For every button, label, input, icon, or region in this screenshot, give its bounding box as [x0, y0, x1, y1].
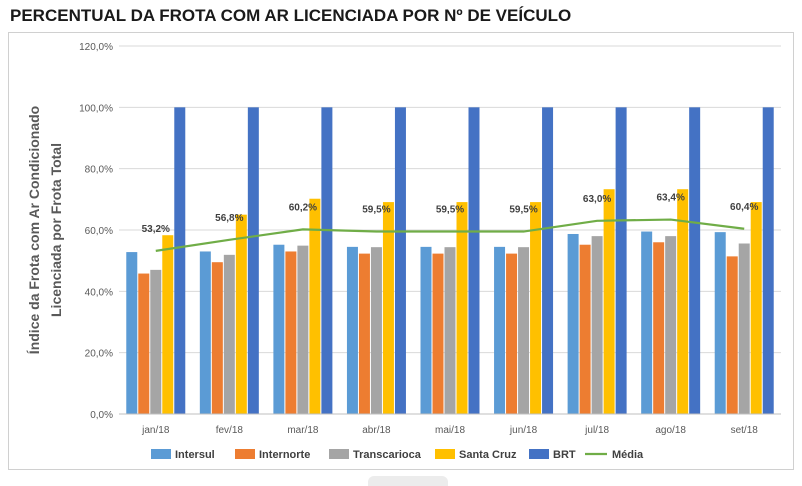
media-data-label: 60,4%	[730, 202, 758, 213]
x-tick-label: jul/18	[584, 425, 609, 436]
bar-internorte	[726, 256, 738, 414]
x-tick-label: abr/18	[362, 425, 391, 436]
bar-santa-cruz	[750, 202, 762, 414]
x-tick-label: mar/18	[287, 425, 319, 436]
media-data-label: 56,8%	[215, 213, 243, 224]
bar-internorte	[138, 273, 150, 414]
bar-santa-cruz	[456, 202, 468, 414]
legend-swatch	[151, 449, 171, 459]
legend-label: Transcarioca	[353, 449, 422, 461]
bar-intersul	[273, 244, 285, 414]
x-tick-label: ago/18	[655, 425, 686, 436]
bar-brt	[689, 107, 701, 414]
bar-intersul	[420, 246, 432, 414]
bar-santa-cruz	[382, 202, 394, 414]
bar-santa-cruz	[309, 198, 321, 414]
media-data-label: 59,5%	[436, 205, 464, 216]
bar-internorte	[432, 253, 444, 414]
y-tick-label: 40,0%	[85, 287, 113, 298]
bar-internorte	[285, 251, 297, 414]
bar-internorte	[506, 253, 518, 414]
bar-transcarioca	[738, 243, 750, 414]
legend-label: Média	[612, 449, 644, 461]
bar-intersul	[346, 246, 358, 414]
bar-intersul	[714, 232, 726, 414]
y-tick-label: 20,0%	[85, 349, 113, 360]
bar-transcarioca	[591, 236, 603, 414]
legend-label: Intersul	[175, 449, 215, 461]
y-tick-label: 80,0%	[85, 165, 113, 176]
legend-swatch	[329, 449, 349, 459]
bar-intersul	[126, 252, 138, 414]
bar-intersul	[567, 233, 579, 414]
bar-transcarioca	[297, 245, 309, 414]
bar-internorte	[211, 262, 223, 414]
legend-label: Internorte	[259, 449, 310, 461]
bar-brt	[542, 107, 554, 414]
bar-brt	[321, 107, 333, 414]
y-tick-label: 100,0%	[79, 103, 113, 114]
x-tick-label: jun/18	[509, 425, 538, 436]
legend-label: BRT	[553, 449, 576, 461]
bar-intersul	[641, 231, 653, 414]
bar-brt	[394, 107, 406, 414]
bar-transcarioca	[444, 247, 456, 414]
bar-transcarioca	[665, 236, 677, 414]
y-tick-label: 60,0%	[85, 226, 113, 237]
media-data-label: 63,0%	[583, 194, 611, 205]
legend-swatch	[435, 449, 455, 459]
y-axis-title: Índice da Frota com Ar Condicionado	[26, 106, 42, 354]
x-tick-label: mai/18	[435, 425, 465, 436]
bar-santa-cruz	[235, 214, 247, 414]
bar-brt	[615, 107, 627, 414]
legend-swatch	[235, 449, 255, 459]
bar-intersul	[199, 251, 211, 414]
bar-santa-cruz	[162, 235, 174, 414]
x-tick-label: jan/18	[141, 425, 170, 436]
chart-title: PERCENTUAL DA FROTA COM AR LICENCIADA PO…	[10, 6, 572, 25]
legend-swatch	[529, 449, 549, 459]
bar-internorte	[653, 242, 665, 414]
bar-brt	[247, 107, 259, 414]
media-data-label: 59,5%	[362, 205, 390, 216]
media-data-label: 59,5%	[509, 205, 537, 216]
bar-chart: 0,0% 20,0% 40,0% 60,0% 80,0% 100,0% 120,0% Índi…	[26, 42, 781, 461]
bar-santa-cruz	[677, 189, 689, 414]
media-data-label: 63,4%	[656, 193, 684, 204]
bar-transcarioca	[370, 247, 382, 414]
bar-internorte	[579, 244, 591, 414]
x-tick-label: fev/18	[216, 425, 244, 436]
bar-internorte	[358, 253, 370, 414]
line-media	[155, 218, 745, 252]
legend-label: Santa Cruz	[459, 449, 517, 461]
bar-transcarioca	[223, 254, 235, 414]
chart-frame: 0,0% 20,0% 40,0% 60,0% 80,0% 100,0% 120,0% Índi…	[8, 32, 794, 470]
bar-brt	[174, 107, 186, 414]
x-tick-label: set/18	[731, 425, 759, 436]
y-axis-title: Licenciada por Frota Total	[48, 143, 64, 317]
bar-transcarioca	[150, 269, 162, 414]
y-tick-label: 120,0%	[79, 42, 113, 53]
bar-brt	[762, 107, 774, 414]
bar-santa-cruz	[530, 202, 542, 414]
y-tick-label: 0,0%	[90, 410, 113, 421]
bar-santa-cruz	[603, 189, 615, 414]
media-data-label: 60,2%	[289, 202, 317, 213]
scroll-tab	[368, 476, 448, 486]
bar-intersul	[494, 246, 506, 414]
media-data-label: 53,2%	[142, 224, 170, 235]
bar-transcarioca	[518, 247, 530, 414]
bar-brt	[468, 107, 480, 414]
